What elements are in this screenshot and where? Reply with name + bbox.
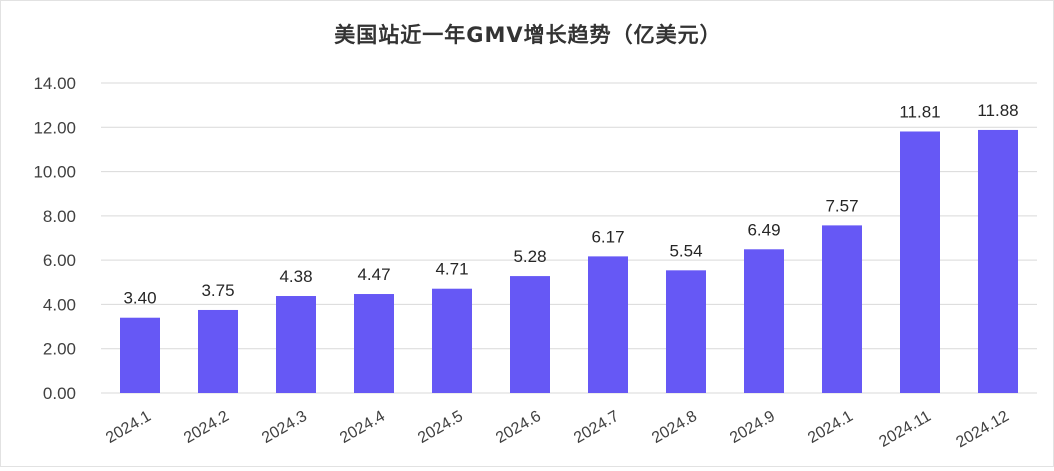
x-tick-label: 2024.11: [876, 408, 934, 451]
bar-value-label: 4.71: [435, 260, 468, 279]
bar-value-label: 5.54: [669, 241, 702, 260]
y-axis-ticks: 0.00 2.00 4.00 6.00 8.00 10.00 12.00 14.00: [33, 74, 76, 403]
bar: [978, 129, 1018, 393]
bar: [120, 317, 160, 393]
x-tick-label: 2024.8: [649, 408, 700, 447]
grid-layer: [101, 82, 1037, 394]
bar-value-label: 11.81: [899, 102, 940, 121]
bar: [354, 294, 394, 393]
x-tick-label: 2024.6: [493, 408, 544, 447]
x-tick-label: 2024.2: [181, 408, 232, 447]
bar-value-label: 7.57: [825, 196, 858, 215]
x-tick-label: 2024.1: [805, 408, 856, 447]
x-tick-label: 2024.12: [953, 408, 1012, 452]
y-tick-label: 4.00: [43, 295, 76, 314]
data-label-layer: 3.40 3.75 4.38 4.47 4.71 5.28 6.17 5.54 6.49 7.57…: [123, 101, 1018, 308]
bar-value-label: 4.38: [279, 267, 312, 286]
y-tick-label: 10.00: [33, 163, 76, 182]
y-tick-label: 12.00: [33, 118, 76, 137]
bar-value-label: 3.75: [201, 281, 234, 300]
bar: [510, 276, 550, 393]
bar: [666, 270, 706, 393]
x-tick-label: 2024.3: [259, 408, 310, 447]
bar-value-label: 3.40: [123, 289, 156, 308]
bar-value-label: 5.28: [513, 247, 546, 266]
x-tick-label: 2024.1: [103, 408, 154, 447]
chart-title: 美国站近一年GMV增长趋势（亿美元）: [334, 23, 722, 47]
bar-layer: [120, 129, 1018, 393]
x-tick-label: 2024.7: [571, 408, 622, 447]
bar: [900, 131, 940, 393]
bar-value-label: 6.17: [591, 227, 624, 246]
bar: [276, 296, 316, 393]
bar: [822, 225, 862, 393]
y-tick-label: 6.00: [43, 251, 76, 270]
bar: [588, 256, 628, 393]
x-tick-label: 2024.5: [415, 408, 466, 447]
bar-value-label: 11.88: [977, 101, 1018, 120]
bar: [198, 309, 238, 393]
bar-value-label: 4.47: [357, 265, 390, 284]
bar: [744, 249, 784, 393]
x-tick-label: 2024.4: [337, 408, 388, 447]
bar: [432, 288, 472, 393]
y-tick-label: 8.00: [43, 207, 76, 226]
x-axis-ticks: 2024.1 2024.2 2024.3 2024.4 2024.5 2024.6 2024…: [103, 408, 1012, 452]
y-tick-label: 0.00: [43, 384, 76, 403]
y-tick-label: 14.00: [33, 74, 76, 93]
bar-value-label: 6.49: [747, 220, 780, 239]
x-tick-label: 2024.9: [727, 408, 778, 447]
y-tick-label: 2.00: [43, 340, 76, 359]
